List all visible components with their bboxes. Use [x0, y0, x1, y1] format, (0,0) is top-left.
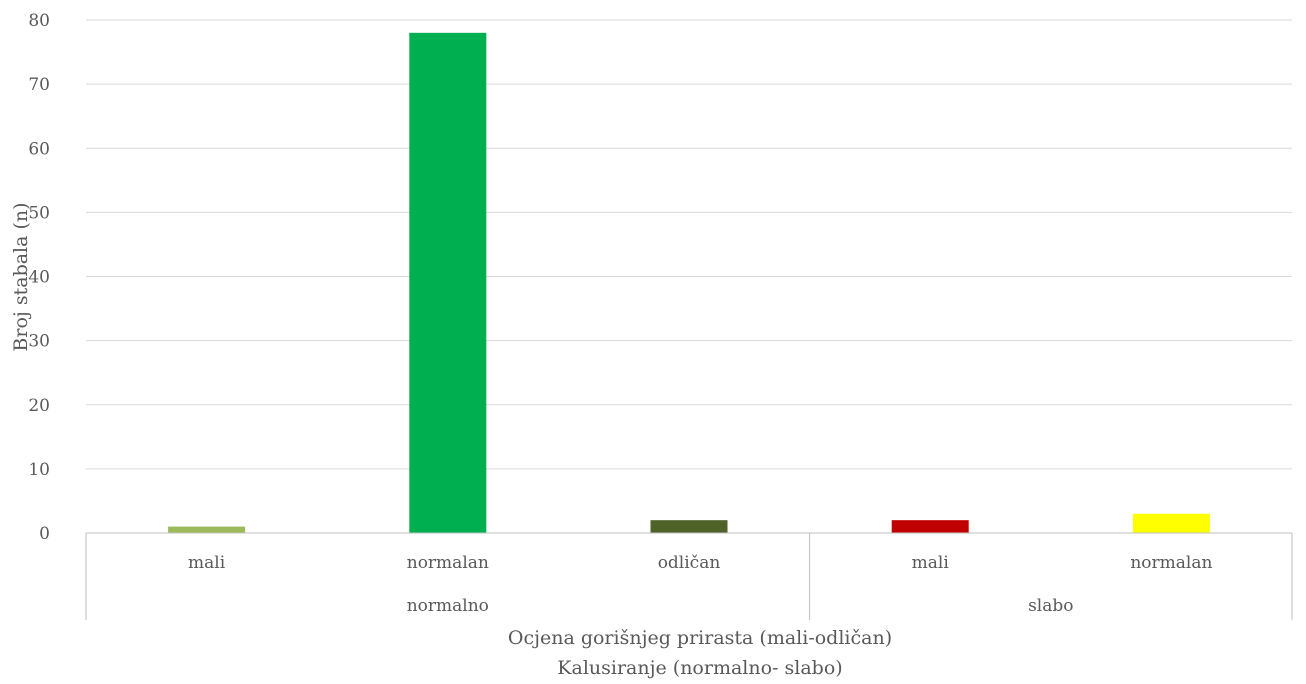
x-tick-label: odličan [658, 553, 721, 573]
bar [168, 526, 246, 533]
y-tick-label: 80 [28, 11, 50, 31]
axis-lines [85, 532, 1293, 620]
group-label: normalno [407, 596, 489, 616]
y-tick-label: 40 [28, 268, 50, 288]
x-tick-label: mali [188, 553, 226, 573]
y-tick-label: 0 [39, 524, 50, 544]
bar [409, 32, 487, 533]
bar [1132, 513, 1210, 533]
x-tick-label: normalan [1130, 553, 1212, 573]
bar [650, 520, 728, 533]
x-tick-labels: mali normalan odličan mali normalan [188, 553, 1212, 573]
y-tick-label: 50 [28, 203, 50, 223]
bar [891, 520, 969, 533]
bars [168, 32, 1210, 533]
x-tick-label: normalan [407, 553, 489, 573]
y-tick-labels: 0 10 20 30 40 50 60 70 80 [28, 11, 50, 544]
gridlines [86, 19, 1292, 470]
y-tick-label: 30 [28, 332, 50, 352]
y-axis-title: Broj stabala (n) [10, 202, 32, 351]
y-tick-label: 60 [28, 139, 50, 159]
x-axis-title-line2: Kalusiranje (normalno- slabo) [557, 657, 842, 679]
group-labels: normalno slabo [407, 596, 1074, 616]
group-label: slabo [1028, 596, 1073, 616]
x-axis-title-line1: Ocjena gorišnjeg prirasta (mali-odličan) [508, 627, 892, 649]
y-tick-label: 70 [28, 75, 50, 95]
y-tick-label: 10 [28, 460, 50, 480]
x-tick-label: mali [912, 553, 950, 573]
y-tick-label: 20 [28, 396, 50, 416]
